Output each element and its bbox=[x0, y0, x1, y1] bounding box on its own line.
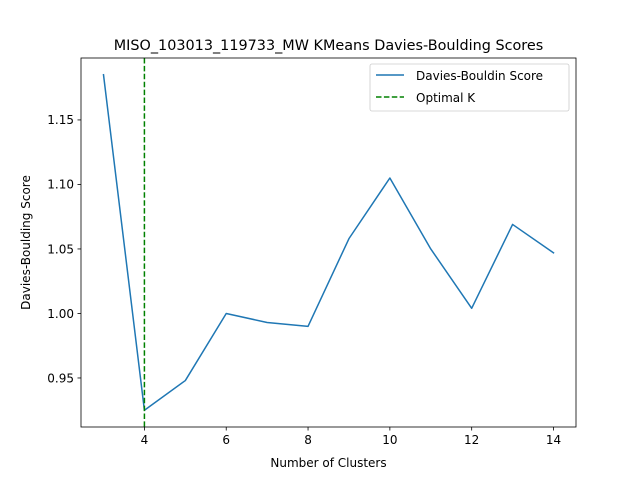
x-axis-label: Number of Clusters bbox=[270, 456, 386, 470]
x-tick-label: 10 bbox=[382, 433, 397, 447]
x-tick-label: 6 bbox=[222, 433, 230, 447]
ticks: 4 6 8 10 12 14 0.95 1.00 1.05 1.10 1.15 bbox=[47, 113, 561, 447]
y-tick-label: 1.05 bbox=[47, 242, 74, 256]
y-tick-label: 1.00 bbox=[47, 307, 74, 321]
x-tick-label: 12 bbox=[464, 433, 479, 447]
y-tick-label: 1.15 bbox=[47, 113, 74, 127]
axes-frame bbox=[80, 57, 577, 428]
x-tick-label: 4 bbox=[141, 433, 149, 447]
y-tick-label: 1.10 bbox=[47, 178, 74, 192]
legend-label-optimal-k: Optimal K bbox=[416, 91, 476, 105]
y-tick-label: 0.95 bbox=[47, 371, 74, 385]
x-tick-label: 14 bbox=[546, 433, 561, 447]
plot-area bbox=[102, 58, 555, 427]
chart-title: MISO_103013_119733_MW KMeans Davies-Boul… bbox=[114, 38, 544, 54]
legend-box bbox=[369, 63, 570, 112]
x-tick-label: 8 bbox=[304, 433, 312, 447]
series-line-0 bbox=[102, 73, 555, 411]
legend: Davies-Bouldin Score Optimal K bbox=[369, 63, 570, 112]
legend-label-davies-bouldin: Davies-Bouldin Score bbox=[416, 69, 543, 83]
y-axis-label: Davies-Boulding Score bbox=[19, 175, 33, 310]
